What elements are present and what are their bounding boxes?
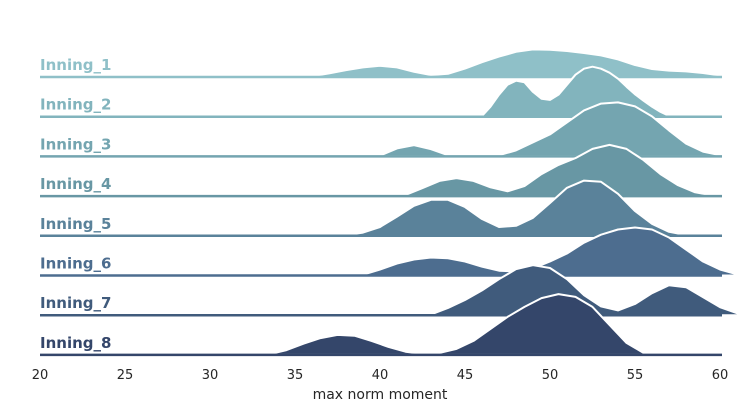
x-tick-label: 50 xyxy=(542,368,559,383)
x-tick-label: 20 xyxy=(32,368,49,383)
density-area-3 xyxy=(39,101,747,158)
ridge-label-2: Inning_2 xyxy=(40,96,111,114)
ridge-label-5: Inning_5 xyxy=(40,215,111,233)
density-area-2 xyxy=(39,65,747,118)
x-tick-label: 45 xyxy=(457,368,474,383)
density-area-4 xyxy=(39,143,747,198)
ridges-group: Inning_1 Inning_2 Inning_3 Inning_4 Inning_5… xyxy=(39,48,747,357)
density-area-1 xyxy=(39,48,747,78)
density-area-6 xyxy=(39,226,747,277)
ridge-3: Inning_3 xyxy=(39,101,747,158)
ridge-1: Inning_1 xyxy=(39,48,747,79)
x-axis-label: max norm moment xyxy=(313,387,448,400)
ridge-label-7: Inning_7 xyxy=(40,294,111,312)
x-tick-label: 55 xyxy=(627,368,644,383)
ridge-label-6: Inning_6 xyxy=(40,255,111,273)
ridge-8: Inning_8 xyxy=(39,293,747,357)
ridge-label-3: Inning_3 xyxy=(40,135,111,153)
density-area-8 xyxy=(39,293,747,356)
ridge-label-1: Inning_1 xyxy=(40,56,111,74)
x-tick-label: 30 xyxy=(202,368,219,383)
x-tick-label: 35 xyxy=(287,368,304,383)
x-tick-label: 60 xyxy=(712,368,729,383)
x-axis-ticks: 20 25 30 35 40 45 50 55 60 xyxy=(32,368,729,383)
x-tick-label: 40 xyxy=(372,368,389,383)
ridge-6: Inning_6 xyxy=(39,226,747,277)
density-area-5 xyxy=(39,179,747,237)
ridge-label-8: Inning_8 xyxy=(40,334,111,352)
x-tick-label: 25 xyxy=(117,368,134,383)
ridge-label-4: Inning_4 xyxy=(40,175,111,193)
